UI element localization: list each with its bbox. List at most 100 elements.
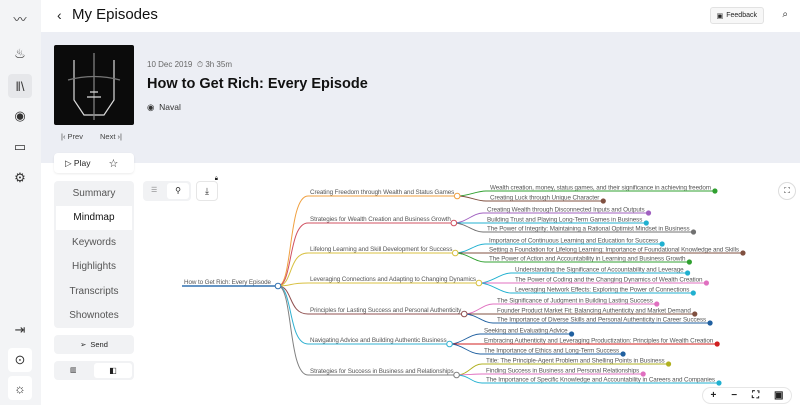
feedback-button[interactable]: ▣ Feedback (709, 7, 764, 24)
mindmap-leaf[interactable]: Leveraging Network Effects: Exploring th… (515, 287, 689, 294)
mindmap-leaf[interactable]: Building Trust and Playing Long-Term Gam… (487, 217, 642, 224)
fire-icon[interactable]: ♨ (14, 46, 26, 61)
podcast-icon: ◉ (147, 102, 155, 112)
view-menu: Summary Mindmap Keywords Highlights Tran… (54, 181, 134, 328)
leaf-dot (684, 270, 691, 276)
view-mode-toggle: ☰ ⚲ (143, 181, 191, 201)
mindmap-branch[interactable]: Creating Freedom through Wealth and Stat… (310, 189, 454, 196)
logo-icon[interactable]: 〰 (13, 11, 27, 27)
mindmap-leaf[interactable]: Seeking and Evaluating Advice (484, 328, 568, 335)
send-label: Send (90, 340, 108, 349)
library-icon[interactable]: ǁ\ (8, 74, 32, 98)
mindmap-root[interactable]: How to Get Rich: Every Episode (184, 279, 272, 286)
leaf-connector (464, 313, 494, 324)
back-icon[interactable]: ‹ (57, 7, 62, 23)
mindmap-leaf[interactable]: Understanding the Significance of Accoun… (515, 267, 684, 274)
mindmap-leaf[interactable]: The Importance of Diverse Skills and Per… (497, 317, 706, 324)
leaf-dot (690, 229, 697, 235)
logout-icon[interactable]: ⇥ (14, 322, 26, 337)
top-bar: ‹ My Episodes ▣ Feedback ⌕ (41, 0, 800, 32)
menu-summary[interactable]: Summary (72, 187, 116, 199)
branch-connector (277, 222, 309, 287)
leaf-dot (645, 210, 652, 216)
author-name: Naval (159, 102, 181, 112)
download-button[interactable]: ⤓ 🔒︎ (196, 176, 218, 201)
mindmap-leaf[interactable]: The Importance of Specific Knowledge and… (486, 377, 715, 384)
mindmap-leaf[interactable]: The Power of Action and Accountability i… (489, 256, 686, 263)
mindmap-leaf[interactable]: Founder Product Market Fit: Balancing Au… (497, 308, 691, 315)
card-icon[interactable]: ▭ (13, 139, 27, 154)
fit-icon[interactable]: ⛶ (752, 390, 760, 401)
branch-node[interactable] (451, 249, 459, 257)
branch-node[interactable] (446, 340, 453, 348)
play-button[interactable]: ▷ Play (65, 157, 91, 168)
leaf-connector (456, 374, 483, 384)
leaf-connector (457, 195, 487, 202)
mindmap-leaf[interactable]: The Power of Integrity: Maintaining a Ra… (487, 226, 690, 233)
menu-transcripts[interactable]: Transcripts (69, 285, 119, 297)
menu-mindmap[interactable]: Mindmap (56, 205, 132, 230)
mindmap-leaf[interactable]: Title: The Principle-Agent Problem and S… (486, 358, 665, 365)
branch-node[interactable] (453, 371, 460, 379)
mindmap-leaf[interactable]: The Importance of Ethics and Long-Term S… (484, 348, 619, 355)
branch-connector (277, 285, 309, 376)
outline-icon[interactable]: ☰ (151, 187, 158, 194)
mindmap-branch[interactable]: Leveraging Connections and Adapting to C… (310, 276, 476, 283)
leaf-dot (643, 220, 649, 226)
mindmap-leaf[interactable]: Finding Success in Business and Personal… (486, 368, 639, 375)
theme-icon[interactable]: ☼ (8, 376, 32, 400)
menu-keywords[interactable]: Keywords (72, 236, 116, 248)
minimap-icon[interactable]: ▣ (774, 390, 784, 401)
mindmap-leaf[interactable]: Setting a Foundation for Lifelong Learni… (489, 247, 739, 254)
next-button[interactable]: Next ›| (100, 132, 122, 141)
root-node[interactable] (274, 282, 282, 290)
gear-icon[interactable]: ⚙ (14, 170, 26, 185)
mindmap-icon[interactable]: ⚲ (167, 183, 189, 199)
leaf-connector (478, 282, 512, 294)
mindmap-leaf[interactable]: Creating Wealth through Disconnected Inp… (487, 207, 645, 214)
podcast-icon[interactable]: ◉ (14, 108, 26, 123)
mindmap-branch[interactable]: Lifelong Learning and Skill Development … (310, 246, 452, 253)
leaf-dot (707, 320, 713, 326)
mindmap-branch[interactable]: Strategies for Wealth Creation and Busin… (310, 216, 452, 223)
branch-node[interactable] (450, 219, 458, 227)
search-icon[interactable]: ⌕ (782, 9, 788, 20)
leaf-dot (568, 331, 575, 337)
prev-button[interactable]: |‹ Prev (61, 132, 83, 141)
fullscreen-button[interactable]: ⛶ (778, 182, 796, 200)
leaf-connector (455, 243, 486, 254)
leaf-connector (457, 190, 487, 197)
prev-label: Prev (67, 132, 83, 141)
layout-split-icon[interactable]: ◧ (94, 363, 132, 378)
zoom-out-icon[interactable]: − (731, 390, 738, 401)
mindmap-leaf[interactable]: Wealth creation, money, status games, an… (490, 185, 711, 192)
mindmap-leaf[interactable]: The Significance of Judgment in Building… (497, 298, 653, 305)
menu-shownotes[interactable]: Shownotes (69, 310, 119, 322)
menu-highlights[interactable]: Highlights (72, 261, 116, 273)
next-label: Next (100, 132, 116, 141)
mindmap-leaf[interactable]: Creating Luck through Unique Character (490, 195, 599, 202)
branch-node[interactable] (475, 279, 483, 287)
mindmap-leaf[interactable]: Importance of Continuous Learning and Ed… (489, 238, 658, 245)
episode-author[interactable]: ◉ Naval (147, 102, 181, 113)
mindmap-leaf[interactable]: The Power of Coding and the Changing Dyn… (515, 277, 703, 284)
zoom-in-icon[interactable]: + (710, 390, 717, 401)
mindmap-leaf[interactable]: Embracing Authenticity and Leveraging Pr… (484, 338, 714, 345)
layout-single-icon[interactable]: ▥ (70, 367, 77, 374)
leaf-dot (716, 380, 722, 386)
branch-node[interactable] (460, 310, 468, 318)
mindmap-branch[interactable]: Navigating Advice and Building Authentic… (310, 337, 447, 344)
mindmap-branch[interactable]: Principles for Lasting Success and Perso… (310, 307, 462, 314)
help-icon[interactable]: ⊙ (8, 348, 32, 372)
leaf-connector (464, 303, 494, 315)
send-icon: ➢ (80, 340, 87, 349)
mindmap-branch[interactable]: Strategies for Success in Business and R… (310, 368, 454, 375)
leaf-dot (690, 290, 696, 296)
episode-cover (54, 45, 134, 125)
leaf-dot (703, 280, 710, 286)
send-button[interactable]: ➢ Send (54, 335, 134, 354)
branch-node[interactable] (453, 192, 461, 200)
leaf-connector (455, 252, 486, 263)
star-icon[interactable]: ☆ (108, 157, 119, 170)
